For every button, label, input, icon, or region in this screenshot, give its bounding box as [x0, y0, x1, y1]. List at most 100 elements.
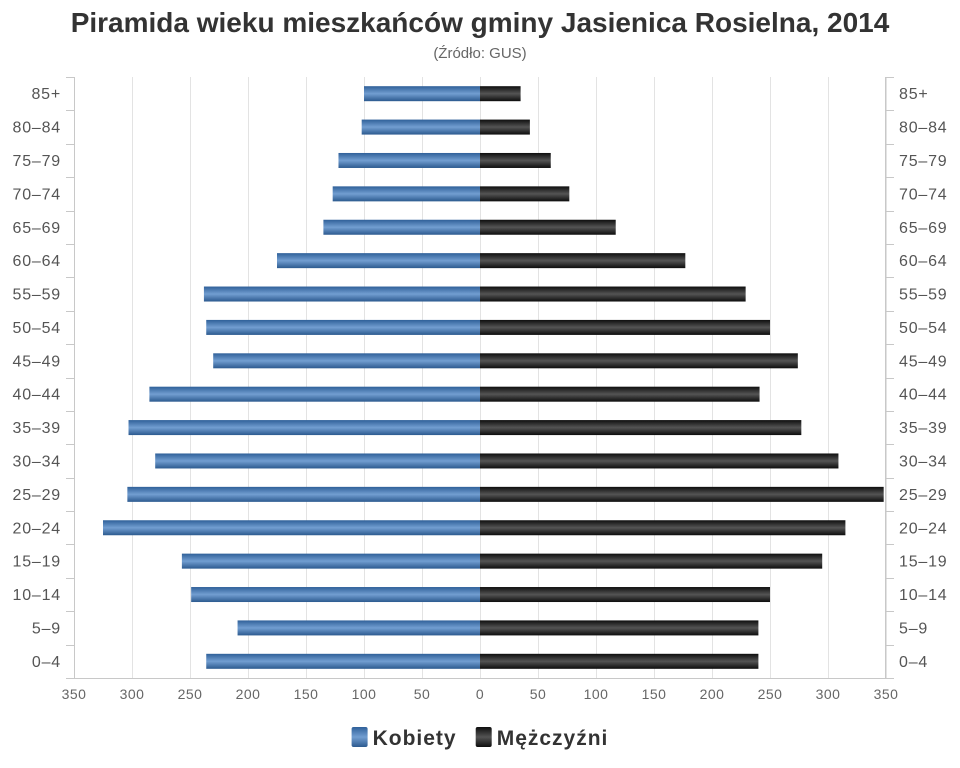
x-tick-label: 250	[758, 686, 783, 702]
bar-mezczyzni-55-59	[480, 286, 746, 302]
category-label-left-0-4: 0–4	[32, 654, 61, 671]
bar-kobiety-20-24	[103, 520, 480, 536]
category-label-right-85-plus: 85+	[899, 86, 929, 103]
bar-kobiety-35-39	[128, 420, 480, 436]
category-label-left-15-19: 15–19	[13, 554, 62, 571]
category-label-right-55-59: 55–59	[899, 287, 948, 304]
bar-kobiety-0-4	[206, 653, 481, 669]
category-label-left-35-39: 35–39	[13, 420, 62, 437]
axes	[66, 77, 894, 679]
x-tick-label: 150	[294, 686, 319, 702]
bar-kobiety-10-14	[191, 587, 480, 603]
category-label-right-80-84: 80–84	[899, 120, 948, 137]
bar-mezczyzni-5-9	[480, 620, 759, 636]
category-label-left-50-54: 50–54	[13, 320, 62, 337]
x-tick-label: 250	[178, 686, 203, 702]
bar-mezczyzni-15-19	[480, 553, 823, 569]
category-label-right-15-19: 15–19	[899, 554, 948, 571]
category-label-right-5-9: 5–9	[899, 620, 928, 637]
bar-mezczyzni-85-plus	[480, 86, 521, 102]
category-label-left-70-74: 70–74	[13, 186, 62, 203]
chart-subtitle: (Źródło: GUS)	[433, 45, 526, 62]
category-label-right-50-54: 50–54	[899, 320, 948, 337]
legend-label-kobiety: Kobiety	[373, 727, 457, 750]
category-label-left-75-79: 75–79	[13, 153, 62, 170]
category-label-left-45-49: 45–49	[13, 353, 62, 370]
category-label-left-10-14: 10–14	[13, 587, 62, 604]
legend-item-kobiety[interactable]: Kobiety	[351, 727, 457, 750]
legend-swatch-kobiety	[351, 727, 368, 747]
category-label-left-5-9: 5–9	[32, 620, 61, 637]
bar-kobiety-80-84	[361, 119, 480, 135]
bar-kobiety-30-34	[155, 453, 480, 469]
category-label-left-25-29: 25–29	[13, 487, 62, 504]
x-tick-label: 50	[530, 686, 547, 702]
category-label-right-60-64: 60–64	[899, 253, 948, 270]
category-label-left-30-34: 30–34	[13, 453, 62, 470]
category-label-right-30-34: 30–34	[899, 453, 948, 470]
category-label-left-80-84: 80–84	[13, 120, 62, 137]
bar-mezczyzni-80-84	[480, 119, 530, 135]
category-label-right-45-49: 45–49	[899, 353, 948, 370]
bar-mezczyzni-75-79	[480, 152, 551, 168]
bar-kobiety-85-plus	[364, 86, 480, 102]
x-tick-label: 350	[62, 686, 87, 702]
x-tick-label: 50	[414, 686, 431, 702]
category-label-right-35-39: 35–39	[899, 420, 948, 437]
category-label-left-55-59: 55–59	[13, 287, 62, 304]
x-tick-label: 150	[642, 686, 667, 702]
bar-mezczyzni-0-4	[480, 653, 759, 669]
x-tick-label: 100	[352, 686, 377, 702]
category-labels-right: 85+ 80–84 75–79 70–74 65–69 60–64 55–59 50–54 45…	[899, 86, 948, 671]
bar-mezczyzni-25-29	[480, 486, 884, 502]
category-label-left-85-plus: 85+	[31, 86, 61, 103]
bar-mezczyzni-45-49	[480, 353, 798, 369]
legend: Kobiety Mężczyźni	[351, 727, 609, 750]
bar-kobiety-60-64	[277, 253, 480, 269]
category-label-left-65-69: 65–69	[13, 220, 62, 237]
bar-mezczyzni-60-64	[480, 253, 686, 269]
category-label-left-40-44: 40–44	[13, 387, 62, 404]
category-labels-left: 85+ 80–84 75–79 70–74 65–69 60–64 55–59 50–54 45…	[13, 86, 62, 671]
category-label-left-20-24: 20–24	[13, 520, 62, 537]
bar-kobiety-70-74	[332, 186, 480, 202]
bar-kobiety-45-49	[213, 353, 480, 369]
bar-mezczyzni-50-54	[480, 319, 770, 335]
bar-mezczyzni-35-39	[480, 420, 802, 436]
category-label-right-0-4: 0–4	[899, 654, 928, 671]
x-tick-label: 200	[236, 686, 261, 702]
bar-mezczyzni-10-14	[480, 587, 770, 603]
bar-kobiety-25-29	[127, 486, 481, 502]
x-tick-label: 200	[700, 686, 725, 702]
bar-kobiety-75-79	[338, 152, 480, 168]
bar-kobiety-15-19	[181, 553, 480, 569]
bar-mezczyzni-40-44	[480, 386, 760, 402]
x-tick-label: 300	[120, 686, 145, 702]
x-tick-label: 300	[816, 686, 841, 702]
bar-kobiety-50-54	[206, 319, 481, 335]
bar-mezczyzni-30-34	[480, 453, 839, 469]
bar-kobiety-55-59	[203, 286, 481, 302]
bar-mezczyzni-70-74	[480, 186, 570, 202]
legend-item-mezczyzni[interactable]: Mężczyźni	[475, 727, 609, 750]
category-label-left-60-64: 60–64	[13, 253, 62, 270]
legend-swatch-mezczyzni	[475, 727, 492, 747]
bars	[103, 86, 884, 669]
bar-kobiety-40-44	[149, 386, 480, 402]
bar-mezczyzni-20-24	[480, 520, 846, 536]
category-label-right-70-74: 70–74	[899, 186, 948, 203]
category-label-right-10-14: 10–14	[899, 587, 948, 604]
x-tick-label: 350	[874, 686, 899, 702]
category-label-right-65-69: 65–69	[899, 220, 948, 237]
x-tick-label: 0	[476, 686, 484, 702]
gridlines	[74, 77, 887, 678]
category-label-right-40-44: 40–44	[899, 387, 948, 404]
bar-mezczyzni-65-69	[480, 219, 616, 235]
chart-title: Piramida wieku mieszkańców gminy Jasieni…	[71, 7, 890, 38]
category-label-right-25-29: 25–29	[899, 487, 948, 504]
legend-label-mezczyzni: Mężczyźni	[497, 727, 609, 750]
bar-kobiety-5-9	[237, 620, 480, 636]
bar-kobiety-65-69	[323, 219, 480, 235]
category-label-right-75-79: 75–79	[899, 153, 948, 170]
